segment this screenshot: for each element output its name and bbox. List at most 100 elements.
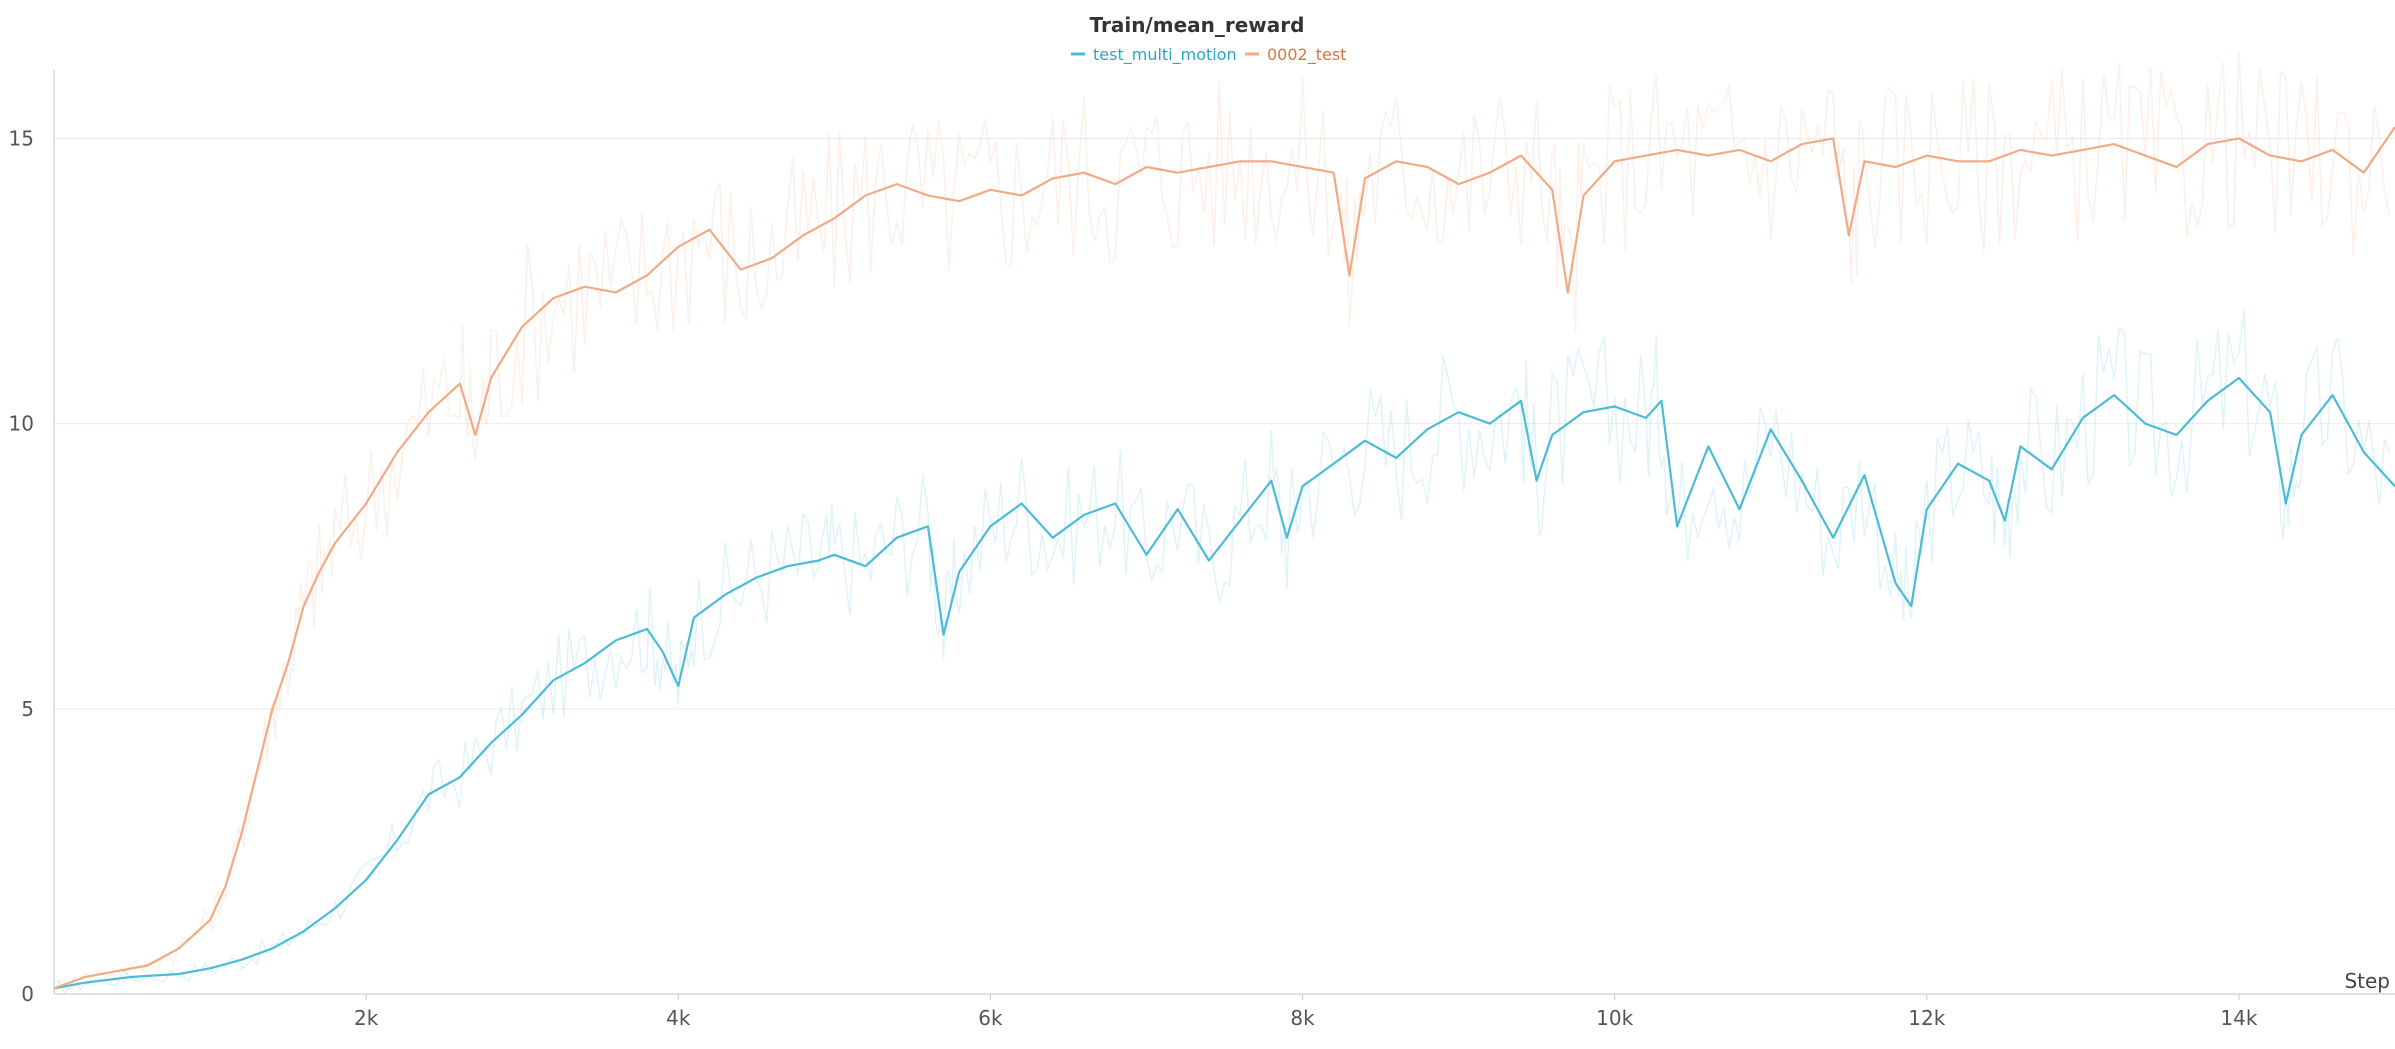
y-tick-label: 5 — [21, 697, 34, 721]
data-point-0002-test — [2269, 155, 2271, 157]
data-point-0002-test — [256, 771, 258, 773]
data-point-test-multi-motion — [678, 685, 680, 687]
data-point-0002-test — [428, 411, 430, 413]
data-point-test-multi-motion — [1146, 554, 1148, 556]
data-point-test-multi-motion — [2176, 434, 2178, 436]
tick-labels: 0 5 10 15 2k 4k 6k 8k 10k 12k 14k — [9, 126, 2258, 1030]
data-point-0002-test — [1739, 149, 1741, 151]
data-point-0002-test — [553, 297, 555, 299]
data-point-test-multi-motion — [584, 662, 586, 664]
data-point-test-multi-motion — [1083, 514, 1085, 516]
data-point-test-multi-motion — [241, 959, 243, 961]
data-point-0002-test — [1146, 166, 1148, 168]
data-point-0002-test — [896, 183, 898, 185]
data-point-test-multi-motion — [1271, 480, 1273, 482]
data-point-0002-test — [1395, 161, 1397, 163]
data-point-test-multi-motion — [428, 794, 430, 796]
x-tick-label: 6k — [978, 1006, 1003, 1030]
data-point-0002-test — [1645, 155, 1647, 157]
data-point-test-multi-motion — [1021, 503, 1023, 505]
data-point-0002-test — [287, 662, 289, 664]
series-raw-0002-test — [53, 50, 2391, 995]
data-point-test-multi-motion — [943, 634, 945, 636]
data-point-0002-test — [1676, 149, 1678, 151]
series-line-test-multi-motion[interactable] — [53, 376, 2395, 990]
data-point-test-multi-motion — [1676, 526, 1678, 528]
data-point-test-multi-motion — [209, 968, 211, 970]
data-point-0002-test — [958, 200, 960, 202]
x-tick-label: 4k — [666, 1006, 691, 1030]
data-point-0002-test — [2051, 155, 2053, 157]
data-point-0002-test — [1583, 195, 1585, 197]
data-point-test-multi-motion — [662, 651, 664, 653]
data-point-0002-test — [1489, 172, 1491, 174]
data-point-test-multi-motion — [1864, 474, 1866, 476]
grid-lines — [54, 137, 2395, 710]
data-point-test-multi-motion — [459, 777, 461, 779]
data-point-0002-test — [1302, 166, 1304, 168]
data-point-test-multi-motion — [865, 565, 867, 567]
data-point-0002-test — [865, 195, 867, 197]
data-point-0002-test — [303, 605, 305, 607]
data-point-0002-test — [2145, 155, 2147, 157]
data-point-0002-test — [1551, 189, 1553, 191]
data-point-test-multi-motion — [1458, 411, 1460, 413]
data-point-test-multi-motion — [490, 742, 492, 744]
data-point-test-multi-motion — [2145, 423, 2147, 425]
data-point-0002-test — [1271, 161, 1273, 163]
data-point-0002-test — [84, 976, 86, 978]
data-point-0002-test — [1083, 172, 1085, 174]
data-point-0002-test — [2113, 143, 2115, 145]
data-point-0002-test — [1458, 183, 1460, 185]
data-point-0002-test — [2082, 149, 2084, 151]
data-point-test-multi-motion — [2332, 394, 2334, 396]
data-point-test-multi-motion — [1333, 463, 1335, 465]
data-point-0002-test — [475, 434, 477, 436]
data-point-0002-test — [1333, 172, 1335, 174]
data-point-0002-test — [1115, 183, 1117, 185]
data-point-0002-test — [2207, 143, 2209, 145]
y-tick-label: 10 — [9, 412, 34, 436]
plot-area[interactable] — [53, 50, 2395, 995]
data-point-0002-test — [615, 292, 617, 294]
data-point-test-multi-motion — [1520, 400, 1522, 402]
data-point-test-multi-motion — [1364, 440, 1366, 442]
data-point-test-multi-motion — [1661, 400, 1663, 402]
data-point-0002-test — [1926, 155, 1928, 157]
data-point-0002-test — [1848, 235, 1850, 237]
data-point-0002-test — [1520, 155, 1522, 157]
data-point-test-multi-motion — [958, 571, 960, 573]
data-point-test-multi-motion — [927, 526, 929, 528]
series-line-0002-test[interactable] — [53, 126, 2395, 990]
data-point-test-multi-motion — [2051, 469, 2053, 471]
data-point-0002-test — [1177, 172, 1179, 174]
data-point-0002-test — [241, 834, 243, 836]
data-point-test-multi-motion — [1052, 537, 1054, 539]
data-point-0002-test — [990, 189, 992, 191]
data-point-0002-test — [584, 286, 586, 288]
data-point-test-multi-motion — [1489, 423, 1491, 425]
legend-label-0002-test: 0002_test — [1267, 45, 1346, 65]
data-point-0002-test — [2363, 172, 2365, 174]
data-point-0002-test — [2176, 166, 2178, 168]
data-point-test-multi-motion — [365, 879, 367, 881]
data-point-0002-test — [1364, 178, 1366, 180]
legend-item-test-multi-motion[interactable]: test_multi_motion — [1071, 45, 1237, 65]
data-point-0002-test — [1895, 166, 1897, 168]
x-axis-label: Step — [2344, 969, 2390, 993]
data-point-test-multi-motion — [724, 594, 726, 596]
data-point-test-multi-motion — [787, 565, 789, 567]
data-point-0002-test — [209, 919, 211, 921]
data-point-test-multi-motion — [2301, 434, 2303, 436]
data-point-0002-test — [1239, 161, 1241, 163]
data-point-test-multi-motion — [1583, 411, 1585, 413]
chart-legend: test_multi_motion 0002_test — [1071, 45, 1346, 65]
data-point-test-multi-motion — [1832, 537, 1834, 539]
data-point-test-multi-motion — [646, 628, 648, 630]
data-point-0002-test — [319, 571, 321, 573]
data-point-test-multi-motion — [397, 839, 399, 841]
legend-item-0002-test[interactable]: 0002_test — [1245, 45, 1346, 65]
data-point-test-multi-motion — [1614, 406, 1616, 408]
